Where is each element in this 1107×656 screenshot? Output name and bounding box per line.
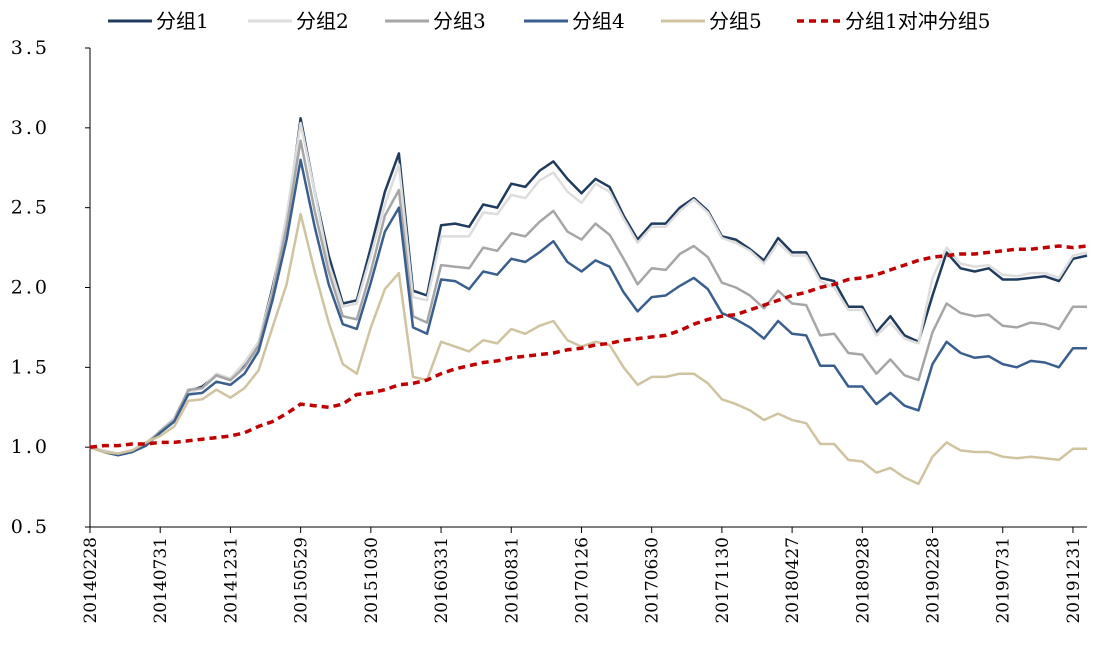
y-tick-label: 2.5: [11, 197, 50, 219]
y-tick-label: 2.0: [11, 277, 50, 299]
x-tick-label: 20140228: [81, 537, 101, 624]
x-tick-label: 20140731: [151, 537, 171, 624]
x-tick-label: 20180427: [783, 537, 803, 624]
series-line-4: [89, 158, 1087, 457]
series-line-3: [89, 139, 1087, 455]
x-tick-label: 20160831: [502, 537, 522, 624]
y-tick-label: 1.5: [11, 356, 50, 378]
y-axis: 0.5 1.0 1.5 2.0 2.5 3.0 3.5: [11, 37, 91, 538]
x-tick-label: 20170126: [572, 537, 592, 624]
x-tick-label: 20160331: [432, 537, 452, 624]
x-tick-label: 20190731: [994, 537, 1014, 624]
series-line-6: [89, 244, 1088, 449]
y-tick-label: 3.0: [11, 117, 50, 139]
series-line-5: [89, 212, 1087, 486]
x-tick-label: 20191231: [1064, 537, 1084, 624]
x-tick-label: 20171130: [713, 537, 733, 624]
x-axis: 20140228 20140731 20141231 20150529 20151030…: [81, 526, 1087, 624]
y-tick-label: 1.0: [11, 436, 50, 458]
x-tick-label: 20170630: [643, 537, 663, 624]
series-line-1: [89, 117, 1088, 457]
x-tick-label: 20180928: [853, 537, 873, 624]
y-tick-label: 3.5: [11, 37, 50, 59]
legend-label-2: 分组2: [296, 9, 349, 33]
legend: 分组1 分组2 分组3 分组4 分组5 分组1对冲分组5: [108, 9, 990, 33]
series-line-2: [89, 121, 1088, 455]
legend-label-3: 分组3: [433, 9, 486, 33]
legend-label-4: 分组4: [572, 9, 625, 33]
legend-label-1: 分组1: [156, 9, 209, 33]
x-tick-label: 20190228: [924, 537, 944, 624]
x-tick-label: 20141231: [221, 537, 241, 624]
y-tick-label: 0.5: [11, 516, 50, 538]
series-layer: [89, 117, 1088, 486]
x-tick-label: 20151030: [362, 537, 382, 624]
x-tick-label: 20150529: [292, 537, 312, 624]
legend-label-5: 分组5: [709, 9, 762, 33]
legend-label-6: 分组1对冲分组5: [845, 9, 990, 33]
